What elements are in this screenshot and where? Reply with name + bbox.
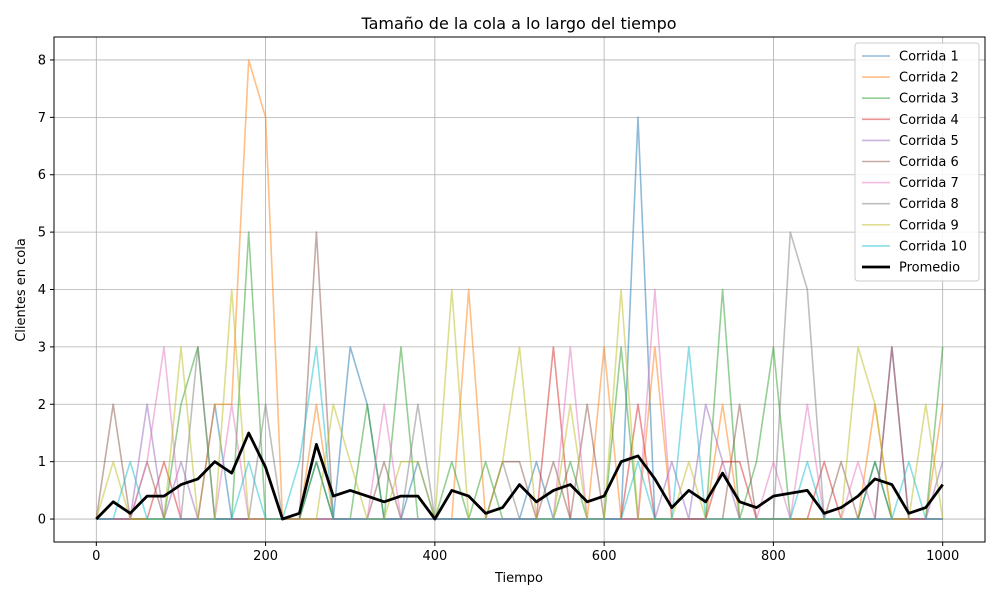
x-tick-label: 1000	[926, 549, 959, 564]
legend: Corrida 1 Corrida 2 Corrida 3 Corrida 4 Corr…	[854, 42, 980, 282]
legend-label: Corrida 1	[899, 50, 959, 65]
chart-title: Tamaño de la cola a lo largo del tiempo	[360, 14, 676, 33]
legend-label: Corrida 2	[899, 71, 959, 86]
y-tick-label: 8	[38, 53, 46, 68]
y-axis-label: Clientes en cola	[14, 238, 29, 342]
series-line-10	[96, 346, 943, 520]
y-tick-label: 0	[38, 513, 46, 528]
legend-label: Corrida 5	[899, 134, 959, 149]
axis-ticks: 0 200 400 600 800 1000 0 1 2 3 4 5 6 7 8	[38, 53, 960, 564]
y-tick-label: 4	[38, 283, 46, 298]
x-tick-label: 800	[761, 549, 786, 564]
legend-label: Corrida 9	[899, 218, 959, 233]
y-tick-label: 3	[38, 340, 46, 355]
series-line-9	[95, 288, 944, 520]
x-tick-label: 200	[253, 549, 278, 564]
y-tick-label: 7	[38, 111, 46, 126]
series-line-11	[95, 431, 944, 521]
legend-label: Corrida 7	[899, 176, 959, 191]
y-tick-label: 2	[38, 398, 46, 413]
x-tick-label: 0	[92, 549, 100, 564]
series-lines	[95, 59, 944, 521]
legend-label: Corrida 8	[899, 197, 959, 212]
legend-label: Corrida 6	[899, 155, 959, 170]
legend-label: Promedio	[899, 261, 960, 276]
legend-label: Corrida 4	[899, 113, 959, 128]
y-tick-label: 5	[38, 226, 46, 241]
y-tick-label: 1	[38, 455, 46, 470]
x-axis-label: Tiempo	[494, 571, 543, 586]
legend-box	[854, 42, 980, 282]
x-tick-label: 600	[592, 549, 617, 564]
legend-label: Corrida 10	[899, 239, 967, 254]
legend-label: Corrida 3	[899, 92, 959, 107]
x-tick-label: 400	[422, 549, 447, 564]
y-tick-label: 6	[38, 168, 46, 183]
